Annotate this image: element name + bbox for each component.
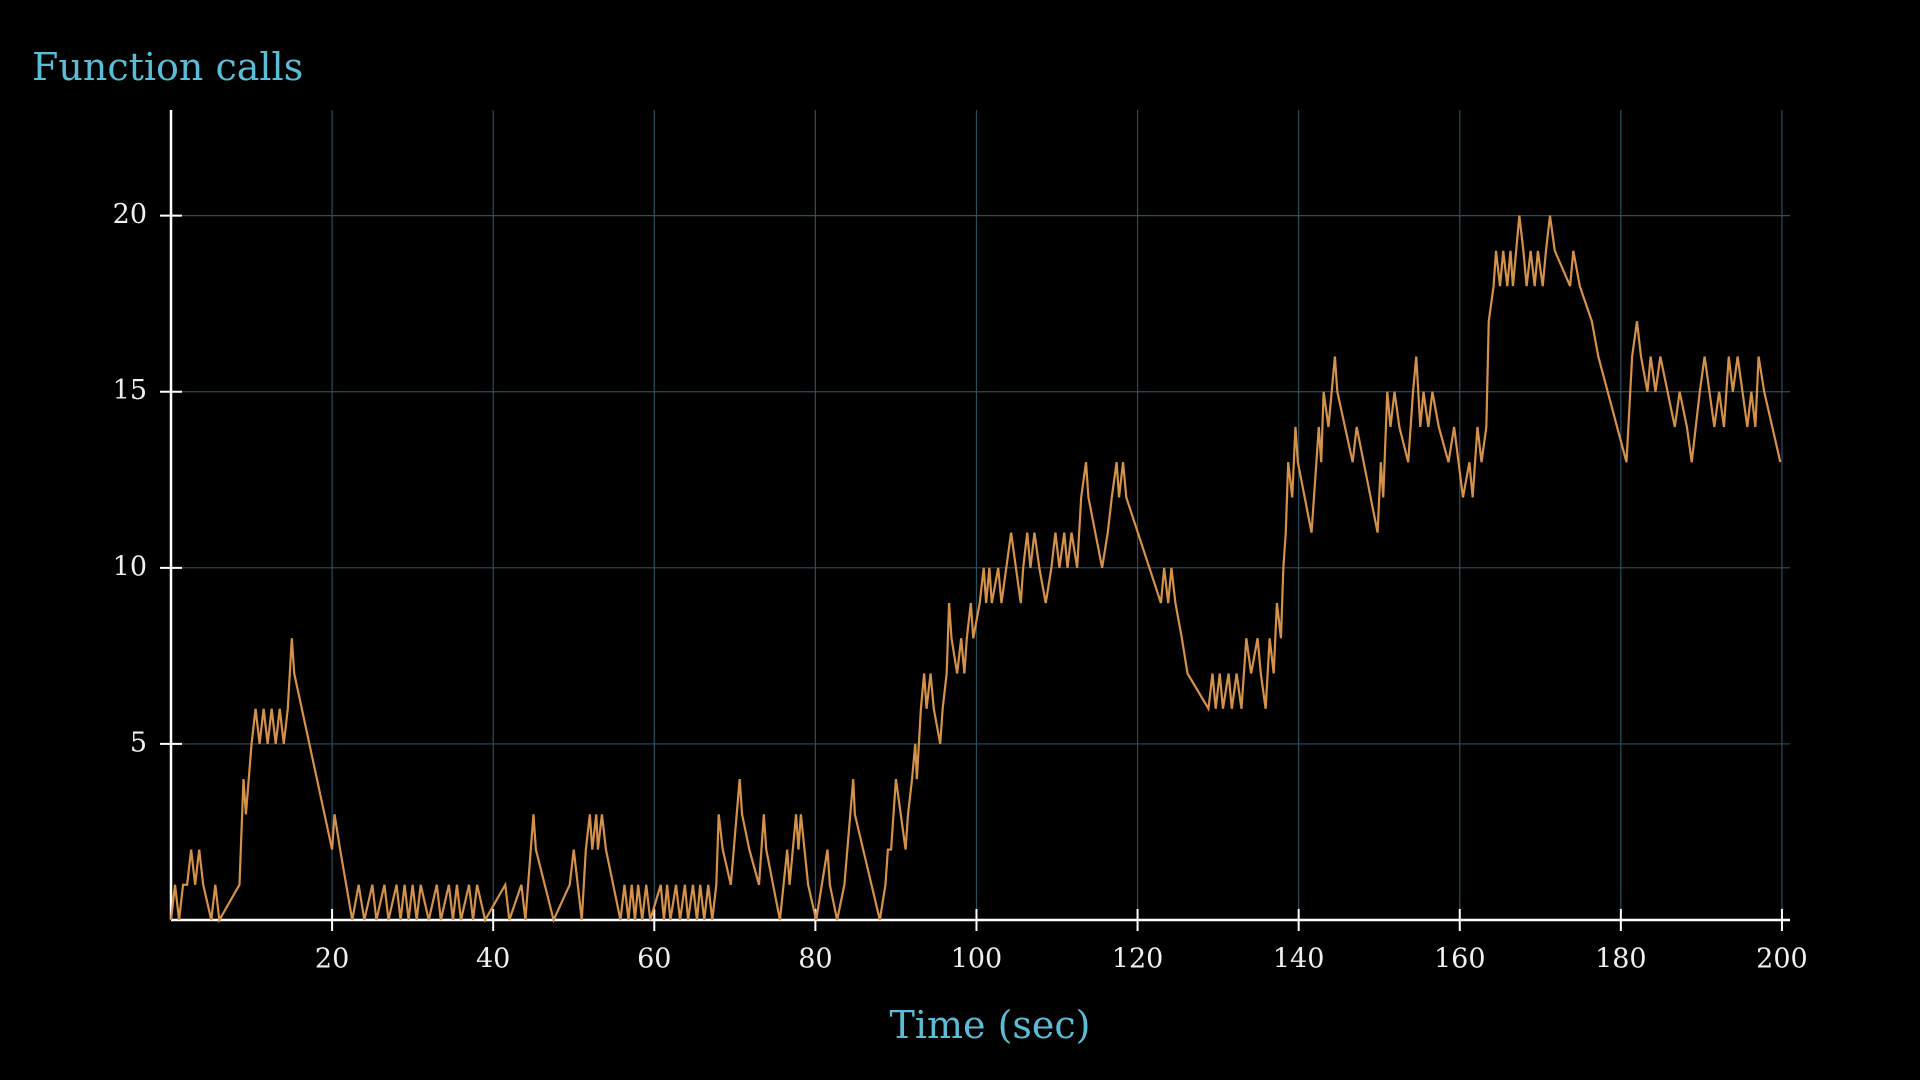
y-tick-label: 10 (113, 551, 147, 582)
x-tick-label: 140 (1273, 944, 1325, 975)
x-tick-label: 20 (315, 944, 349, 975)
x-tick-label: 120 (1112, 944, 1164, 975)
y-tick-label: 20 (113, 199, 147, 230)
y-tick-label: 15 (113, 375, 147, 406)
chart-title: Function calls (32, 45, 303, 89)
x-tick-label: 160 (1434, 944, 1486, 975)
x-tick-label: 180 (1595, 944, 1647, 975)
y-tick-label: 5 (130, 727, 147, 758)
x-axis-label: Time (sec) (889, 1003, 1090, 1047)
x-tick-label: 40 (476, 944, 510, 975)
data-line (169, 215, 1782, 924)
x-tick-label: 80 (798, 944, 832, 975)
x-tick-label: 100 (951, 944, 1003, 975)
x-tick-label: 200 (1756, 944, 1808, 975)
x-tick-label: 60 (637, 944, 671, 975)
